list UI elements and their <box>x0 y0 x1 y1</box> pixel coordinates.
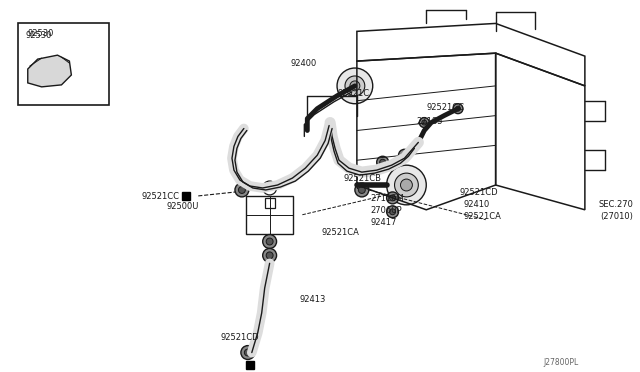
Circle shape <box>239 186 245 193</box>
Circle shape <box>380 159 386 165</box>
Circle shape <box>377 156 388 168</box>
Circle shape <box>422 120 427 125</box>
Circle shape <box>390 209 396 215</box>
Circle shape <box>244 349 252 356</box>
Circle shape <box>394 173 419 197</box>
Polygon shape <box>28 55 72 87</box>
Text: 92521CB: 92521CB <box>344 174 382 183</box>
Circle shape <box>38 61 61 85</box>
Text: 92400: 92400 <box>291 59 317 68</box>
Bar <box>18 23 109 105</box>
Text: 27185: 27185 <box>417 116 443 126</box>
Text: 92500U: 92500U <box>166 202 199 211</box>
Circle shape <box>399 149 410 161</box>
Circle shape <box>262 248 276 262</box>
Text: 92521CD: 92521CD <box>220 333 259 342</box>
Circle shape <box>266 238 273 245</box>
Text: SEC.270: SEC.270 <box>599 200 634 209</box>
Circle shape <box>390 195 396 201</box>
Text: 92521CC: 92521CC <box>141 192 180 201</box>
Circle shape <box>350 81 360 91</box>
Circle shape <box>241 346 255 359</box>
Circle shape <box>387 165 426 205</box>
Bar <box>265 198 275 208</box>
Text: (27010): (27010) <box>601 212 634 221</box>
Circle shape <box>401 179 412 191</box>
Circle shape <box>235 183 249 197</box>
Text: J27800PL: J27800PL <box>543 359 579 368</box>
Circle shape <box>453 104 463 113</box>
Circle shape <box>345 76 365 96</box>
Text: 92530: 92530 <box>28 29 54 38</box>
Text: 92521CA: 92521CA <box>464 212 502 221</box>
Circle shape <box>419 118 429 128</box>
Text: 92413: 92413 <box>300 295 326 304</box>
Circle shape <box>456 106 460 111</box>
Circle shape <box>387 192 399 204</box>
Text: 92530: 92530 <box>26 31 52 40</box>
Text: 92410: 92410 <box>464 200 490 209</box>
Circle shape <box>387 206 399 218</box>
Text: 92521C: 92521C <box>337 89 369 98</box>
Text: 92417: 92417 <box>371 218 397 227</box>
Circle shape <box>266 252 273 259</box>
Text: 92521CA: 92521CA <box>321 228 359 237</box>
Text: 27060P: 27060P <box>371 206 403 215</box>
Circle shape <box>401 152 408 158</box>
Circle shape <box>44 67 56 79</box>
Bar <box>246 196 293 234</box>
Circle shape <box>358 186 365 193</box>
Text: 92521CC: 92521CC <box>426 103 464 112</box>
Circle shape <box>355 183 369 197</box>
Circle shape <box>262 235 276 248</box>
Text: 27116M: 27116M <box>371 194 404 203</box>
Circle shape <box>337 68 372 104</box>
Text: 92521CD: 92521CD <box>460 188 499 197</box>
